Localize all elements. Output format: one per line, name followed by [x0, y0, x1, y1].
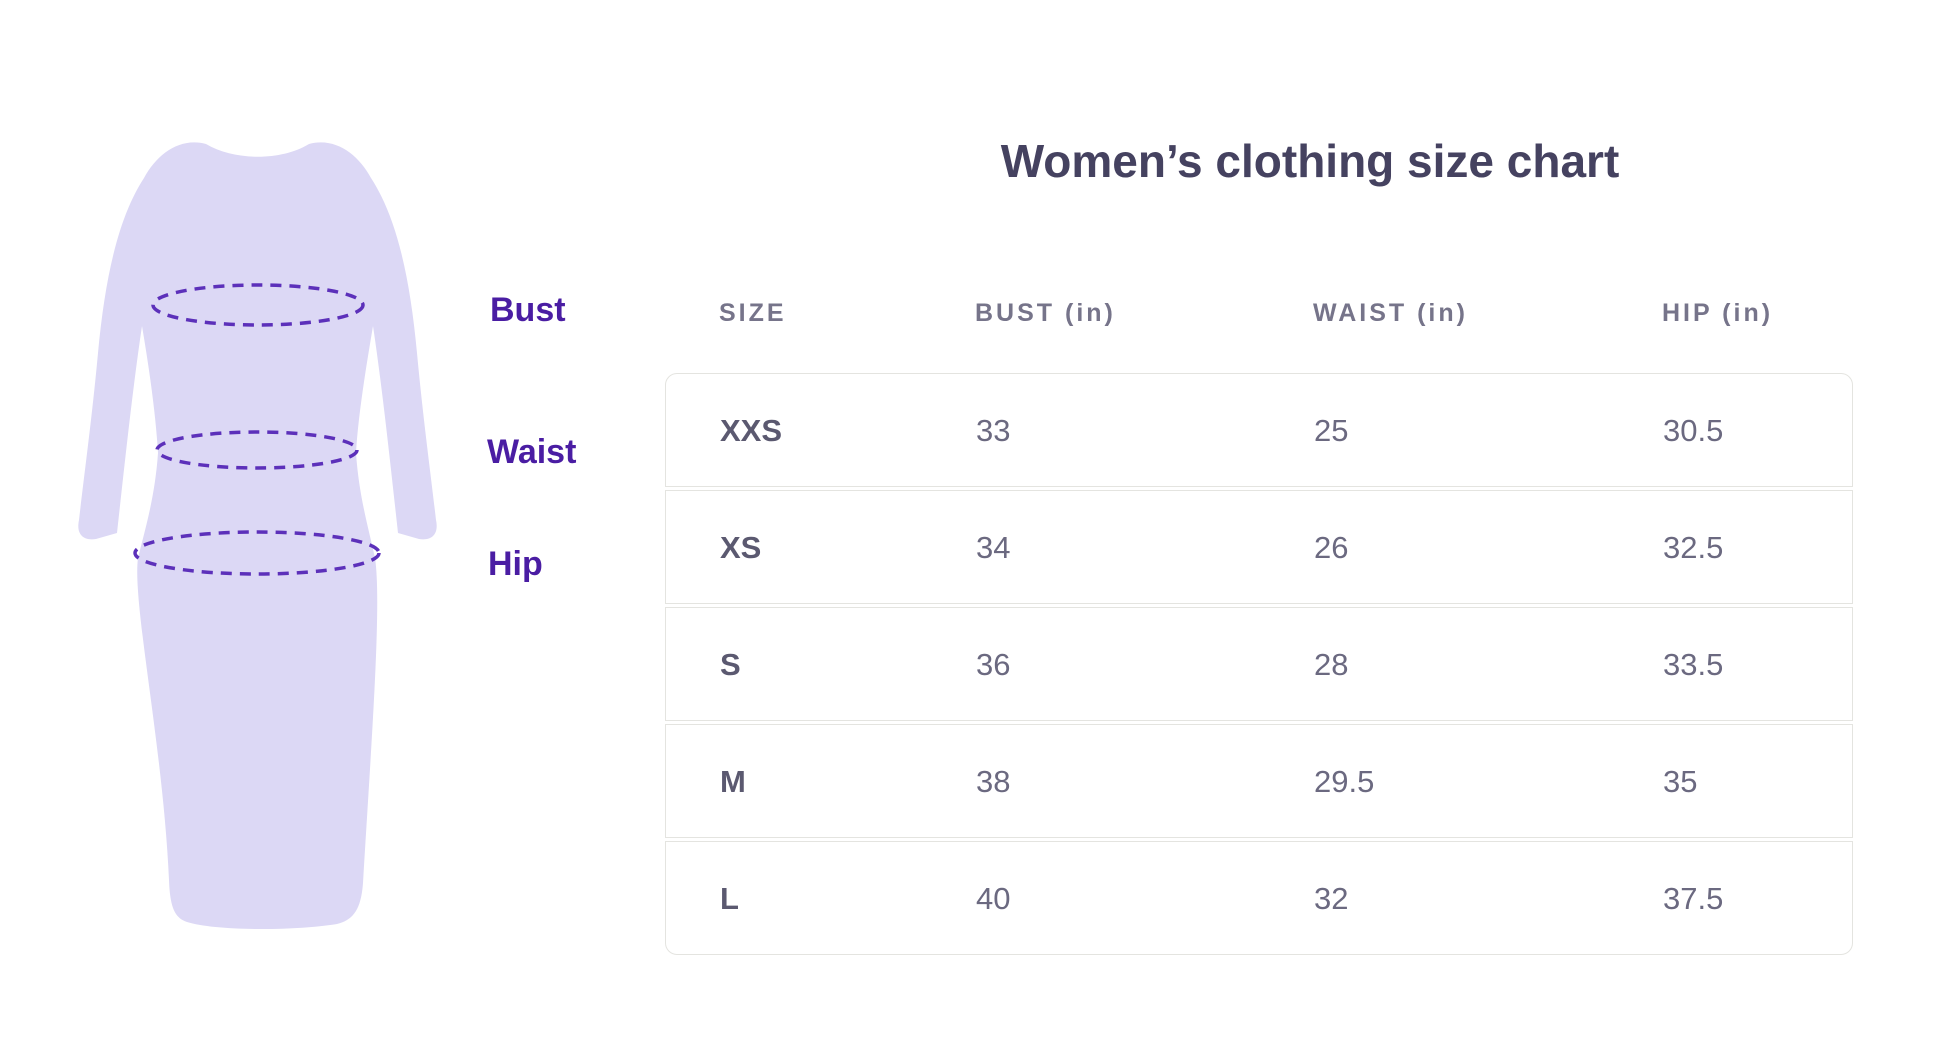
cell-hip: 37.5: [1663, 880, 1724, 916]
cell-size: XS: [720, 529, 762, 565]
cell-waist: 28: [1314, 646, 1349, 682]
cell-waist: 26: [1314, 529, 1349, 565]
column-header-waist: WAIST (in): [1313, 299, 1468, 327]
cell-bust: 33: [976, 412, 1011, 448]
cell-hip: 33.5: [1663, 646, 1724, 682]
bust-label: Bust: [490, 291, 566, 329]
cell-hip: 30.5: [1663, 412, 1724, 448]
cell-bust: 38: [976, 763, 1011, 799]
column-header-size: SIZE: [719, 299, 787, 327]
size-table-header: SIZE BUST (in) WAIST (in) HIP (in): [665, 293, 1853, 333]
cell-hip: 32.5: [1663, 529, 1724, 565]
dress-illustration: [78, 142, 437, 930]
cell-size: L: [720, 880, 739, 916]
table-row: XXS 33 25 30.5: [665, 373, 1853, 487]
hip-measure-line: [133, 530, 381, 576]
table-row: L 40 32 37.5: [665, 841, 1853, 955]
cell-bust: 36: [976, 646, 1011, 682]
waist-label: Waist: [487, 433, 577, 471]
table-row: S 36 28 33.5: [665, 607, 1853, 721]
bust-measure-line: [151, 283, 365, 327]
cell-waist: 29.5: [1314, 763, 1375, 799]
table-row: XS 34 26 32.5: [665, 490, 1853, 604]
column-header-bust: BUST (in): [975, 299, 1116, 327]
waist-measure-line: [155, 430, 359, 470]
cell-bust: 40: [976, 880, 1011, 916]
page-title: Women’s clothing size chart: [1000, 135, 1620, 187]
cell-size: XXS: [720, 412, 783, 448]
table-row: M 38 29.5 35: [665, 724, 1853, 838]
dress-silhouette: [78, 142, 437, 930]
cell-bust: 34: [976, 529, 1011, 565]
hip-label: Hip: [488, 545, 543, 583]
cell-size: M: [720, 763, 746, 799]
cell-waist: 25: [1314, 412, 1349, 448]
cell-hip: 35: [1663, 763, 1698, 799]
cell-waist: 32: [1314, 880, 1349, 916]
size-table-body: XXS 33 25 30.5 XS 34 26 32.5 S 36 28 33.5 M 38 29.5 35 L…: [665, 373, 1853, 955]
column-header-hip: HIP (in): [1662, 299, 1774, 327]
cell-size: S: [720, 646, 741, 682]
